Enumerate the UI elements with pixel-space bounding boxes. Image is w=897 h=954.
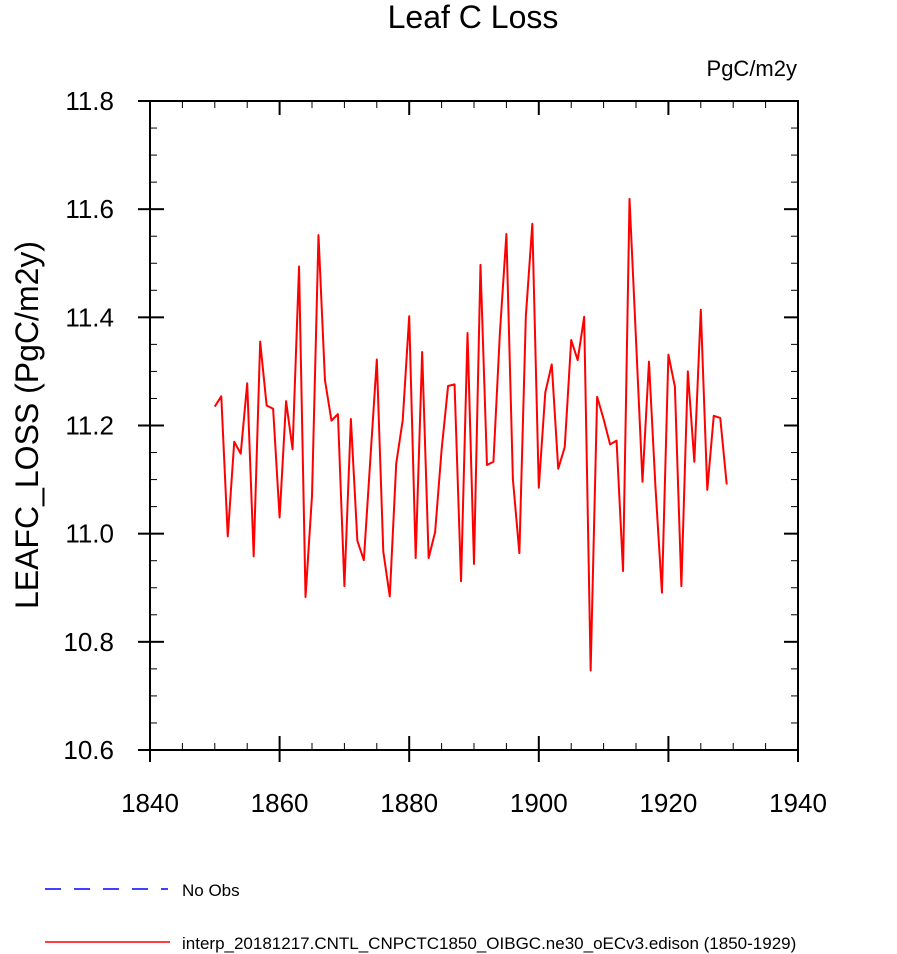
x-tick-label: 1840 (121, 788, 179, 818)
y-tick-label: 11.6 (65, 194, 114, 224)
y-tick-label: 10.6 (63, 735, 114, 765)
x-tick-label: 1880 (380, 788, 438, 818)
tick-labels: 1840 1860 1880 1900 1920 1940 10.6 10.8 11.0 11.2… (63, 86, 827, 818)
legend-label-model: interp_20181217.CNTL_CNPCTC1850_OIBGC.ne… (182, 934, 796, 953)
x-tick-label: 1900 (510, 788, 568, 818)
y-tick-label: 11.4 (65, 302, 114, 332)
x-tick-label: 1860 (251, 788, 309, 818)
y-tick-label: 11.0 (65, 519, 114, 549)
x-tick-label: 1920 (639, 788, 697, 818)
units-label: PgC/m2y (707, 56, 797, 81)
x-tick-label: 1940 (769, 788, 827, 818)
y-tick-label: 10.8 (63, 627, 114, 657)
y-axis-label: LEAFC_LOSS (PgC/m2y) (9, 241, 45, 609)
ticks (138, 100, 799, 762)
legend: No Obs interp_20181217.CNTL_CNPCTC1850_O… (45, 881, 796, 953)
chart-title: Leaf C Loss (388, 0, 559, 35)
legend-label-no-obs: No Obs (182, 881, 240, 900)
y-tick-label: 11.8 (65, 86, 114, 116)
y-tick-label: 11.2 (65, 411, 114, 441)
series-lines (213, 197, 728, 672)
plot-frame (149, 100, 799, 751)
series-line-0 (213, 197, 728, 672)
